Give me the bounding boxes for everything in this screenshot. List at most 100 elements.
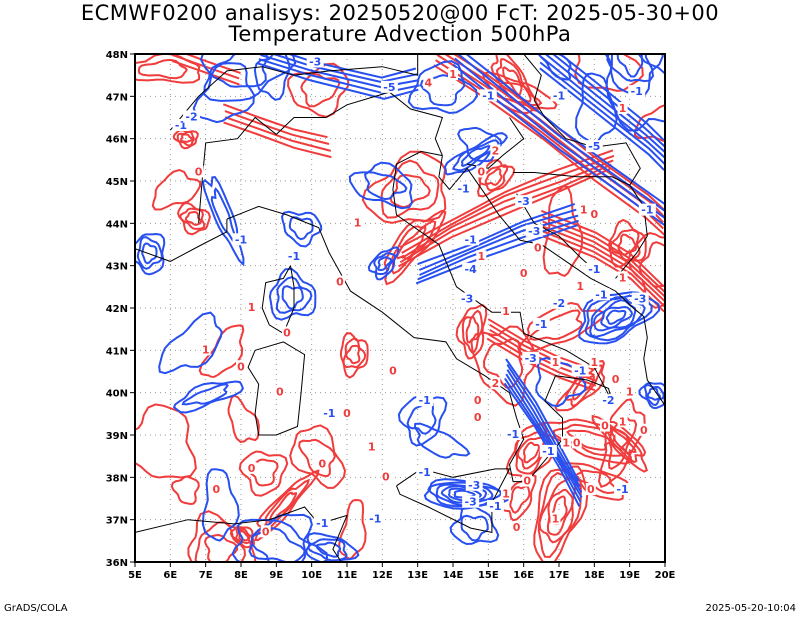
contour-line	[401, 154, 615, 254]
contour-label-bg	[476, 165, 487, 178]
contour-label-bg	[306, 55, 324, 68]
coastline-segment	[247, 341, 306, 436]
contour-line	[457, 126, 502, 163]
contour-label-bg	[274, 385, 285, 398]
contour-label: 0	[382, 470, 390, 483]
contour-label: 0	[587, 483, 595, 496]
contour-label: -1	[507, 428, 519, 441]
contour-label: 0	[477, 166, 485, 179]
contour-label: -3	[461, 293, 473, 306]
chart-subtitle: Temperature Advection 500hPa	[228, 22, 572, 46]
contour-label: 1	[562, 436, 570, 449]
contour-label: -1	[553, 89, 565, 102]
contour-line	[176, 130, 195, 147]
contour-label: -1	[288, 250, 300, 263]
contour-label: 1	[619, 102, 627, 115]
contour-line	[373, 251, 397, 275]
x-tick-label: 7E	[199, 570, 213, 581]
contour-line	[298, 438, 336, 478]
contour-label: 0	[262, 525, 270, 538]
contour-label: 0	[534, 242, 542, 255]
contour-line	[363, 171, 408, 201]
contour-line	[270, 54, 418, 83]
x-tick-label: 9E	[269, 570, 283, 581]
contour-line	[616, 54, 644, 78]
contour-label-bg	[624, 385, 635, 398]
contour-line	[542, 220, 665, 298]
contour-label-bg	[585, 483, 596, 496]
contour-label-bg	[578, 203, 589, 216]
contour-label-bg	[281, 326, 292, 339]
x-tick-label: 18E	[584, 570, 605, 581]
contour-label-bg	[525, 224, 543, 237]
contour-line	[487, 318, 594, 371]
generation-timestamp: 2025-05-20-10:04	[705, 603, 796, 614]
y-tick-label: 45N	[106, 177, 128, 188]
contour-label-bg	[550, 512, 561, 525]
chart-title: ECMWF0200 analisys: 20250520@00 FcT: 202…	[80, 1, 720, 25]
contour-line	[380, 159, 440, 219]
contour-line	[151, 168, 202, 211]
contour-line	[256, 62, 419, 100]
contour-label: -3	[634, 293, 646, 306]
contour-label-bg	[462, 233, 480, 246]
contour-line	[223, 121, 332, 159]
contour-line	[574, 469, 619, 495]
contour-label: -1	[465, 233, 477, 246]
y-axis-ticks: 36N 37N 38N 39N 40N 41N 42N 43N 44N 45N 46N 47N 48N	[106, 50, 135, 569]
contour-line	[449, 504, 500, 546]
contour-line	[367, 246, 400, 281]
contour-label: -1	[542, 445, 554, 458]
contour-line	[606, 54, 655, 83]
contour-line	[504, 377, 582, 503]
contour-line	[461, 309, 484, 354]
contour-label-bg	[416, 466, 434, 479]
contour-line	[604, 54, 664, 98]
contour-label-bg	[366, 440, 377, 453]
contour-line	[572, 375, 595, 401]
contour-label-bg	[599, 419, 610, 432]
contour-line	[135, 232, 166, 276]
contour-label-bg	[479, 89, 497, 102]
contour-label: -1	[489, 500, 501, 513]
contour-line	[605, 54, 665, 132]
contour-label-bg	[455, 182, 473, 195]
contour-line	[260, 478, 311, 535]
contour-label: -1	[574, 365, 586, 378]
x-tick-label: 13E	[407, 570, 428, 581]
contour-line	[535, 356, 587, 408]
contour-label-bg	[472, 411, 483, 424]
contour-line	[268, 267, 317, 321]
contour-line	[591, 414, 649, 473]
contour-line	[541, 224, 665, 303]
contour-line	[600, 305, 634, 329]
contour-label-bg	[285, 250, 303, 263]
contour-label-bg	[522, 351, 540, 364]
contour-label: -1	[235, 233, 247, 246]
contour-line	[537, 471, 582, 559]
contour-label: 1	[576, 280, 584, 293]
contour-line	[342, 337, 367, 369]
contour-line	[505, 358, 580, 482]
contour-line	[194, 521, 246, 562]
contour-line	[258, 58, 420, 95]
contour-line	[210, 187, 238, 246]
contour-label: -1	[588, 263, 600, 276]
contour-label-bg	[571, 436, 582, 449]
software-credit: GrADS/COLA	[4, 603, 68, 614]
contour-line	[229, 525, 256, 549]
contour-label-bg	[334, 275, 345, 288]
contour-line	[268, 491, 297, 525]
contour-label: 0	[523, 475, 531, 488]
contour-line	[454, 57, 665, 220]
y-tick-label: 44N	[106, 219, 128, 230]
contour-label: -1	[457, 182, 469, 195]
contour-line	[539, 229, 665, 309]
x-tick-label: 11E	[337, 570, 358, 581]
contour-label-bg	[585, 140, 603, 153]
contour-line	[348, 161, 414, 210]
contour-label-bg	[423, 76, 434, 89]
contour-line	[589, 295, 646, 338]
y-tick-label: 46N	[106, 135, 128, 146]
contour-label-bg	[320, 406, 338, 419]
